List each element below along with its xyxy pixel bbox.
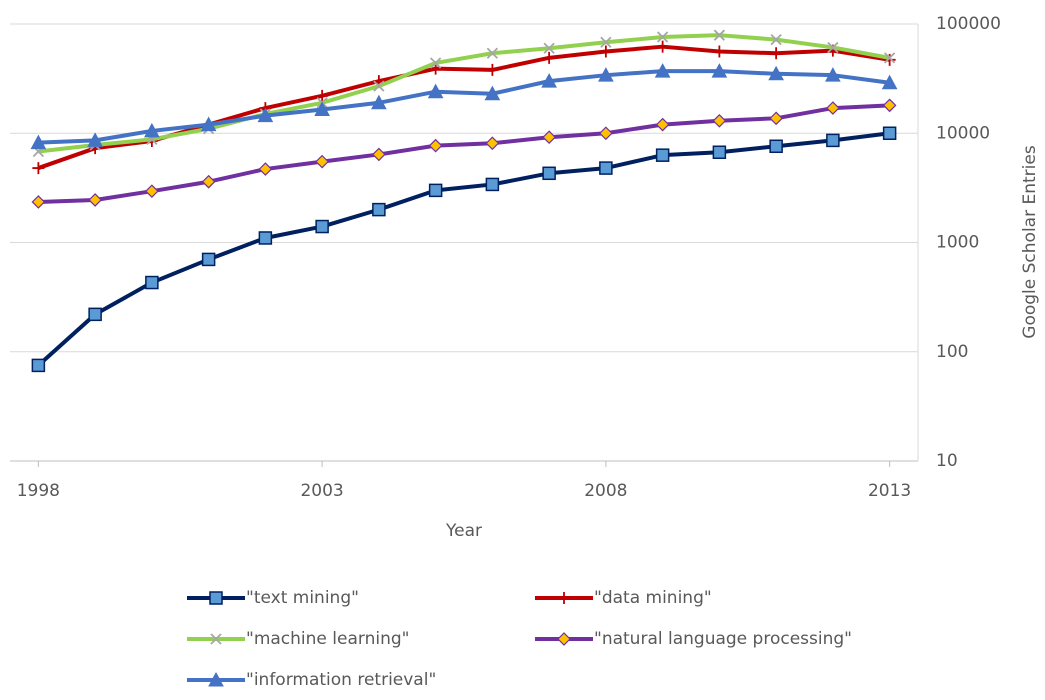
y-tick-label: 1000	[936, 233, 979, 253]
marker	[30, 134, 47, 150]
marker	[371, 94, 387, 110]
marker	[711, 63, 728, 78]
marker	[882, 126, 897, 140]
marker	[315, 219, 329, 234]
marker	[429, 57, 442, 69]
x-tick-label: 2008	[584, 481, 627, 501]
y-tick-label: 10000	[936, 123, 990, 143]
marker	[201, 174, 216, 189]
marker	[427, 83, 444, 99]
series-line	[38, 33, 890, 154]
marker	[32, 162, 45, 175]
marker	[769, 139, 783, 154]
marker	[543, 51, 556, 64]
legend-marker	[209, 591, 223, 605]
legend-label: "text mining"	[246, 588, 359, 608]
marker	[770, 33, 782, 46]
marker	[654, 63, 671, 78]
marker	[541, 73, 557, 88]
marker	[881, 74, 898, 90]
x-tick-label: 1998	[17, 481, 60, 501]
marker	[542, 130, 556, 145]
marker	[485, 136, 500, 151]
y-tick-label: 100000	[936, 14, 1001, 34]
marker	[372, 147, 386, 162]
marker	[770, 47, 783, 60]
marker	[486, 63, 499, 76]
marker	[31, 195, 46, 209]
marker	[257, 107, 274, 123]
x-tick-label: 2003	[300, 481, 343, 501]
y-tick-label: 100	[936, 342, 968, 362]
marker	[826, 101, 840, 115]
marker	[599, 45, 612, 58]
marker	[145, 184, 159, 199]
marker	[712, 145, 727, 160]
marker	[200, 116, 217, 132]
marker	[827, 41, 839, 54]
marker	[713, 29, 726, 41]
legend-label: "data mining"	[594, 588, 712, 608]
marker	[769, 111, 783, 126]
marker	[258, 162, 273, 176]
series-line	[37, 131, 890, 367]
y-axis-label: Google Scholar Entries	[1020, 145, 1040, 339]
marker	[713, 45, 726, 58]
x-axis-label: Year	[445, 521, 482, 541]
legend-marker	[208, 671, 224, 687]
marker	[542, 166, 556, 181]
marker	[826, 133, 840, 148]
marker	[882, 98, 897, 113]
marker	[314, 101, 330, 116]
marker	[599, 126, 613, 141]
series-line	[38, 103, 890, 204]
marker	[825, 67, 841, 82]
marker	[655, 148, 670, 162]
marker	[598, 67, 614, 82]
marker	[315, 154, 329, 169]
series	[31, 98, 897, 209]
marker	[428, 183, 443, 198]
marker	[316, 89, 329, 102]
legend-marker	[557, 632, 571, 646]
series-line	[38, 69, 890, 145]
marker	[87, 132, 103, 147]
marker	[372, 202, 386, 217]
marker	[883, 52, 896, 64]
marker	[373, 80, 385, 92]
legend-marker	[558, 592, 570, 604]
marker	[543, 42, 555, 54]
legend-label: "information retrieval"	[246, 670, 436, 690]
marker	[768, 65, 784, 81]
series-line	[37, 44, 890, 170]
marker	[485, 177, 500, 192]
marker	[484, 85, 501, 101]
marker	[486, 47, 499, 59]
marker	[656, 31, 669, 43]
series	[32, 40, 896, 175]
legend-marker	[210, 633, 222, 645]
marker	[599, 161, 613, 175]
series	[30, 63, 898, 150]
series	[31, 126, 897, 373]
marker	[88, 193, 102, 207]
legend-label: "natural language processing"	[594, 629, 852, 649]
marker	[145, 275, 159, 290]
marker	[712, 113, 727, 128]
marker	[88, 307, 102, 322]
marker	[258, 231, 273, 245]
marker	[655, 117, 670, 132]
legend-label: "machine learning"	[246, 629, 409, 649]
marker	[656, 40, 669, 53]
marker	[31, 358, 46, 373]
x-tick-label: 2013	[868, 481, 911, 501]
marker	[600, 36, 612, 48]
marker	[201, 252, 216, 267]
y-tick-label: 10	[936, 451, 958, 471]
marker	[428, 138, 443, 153]
marker	[144, 122, 160, 138]
